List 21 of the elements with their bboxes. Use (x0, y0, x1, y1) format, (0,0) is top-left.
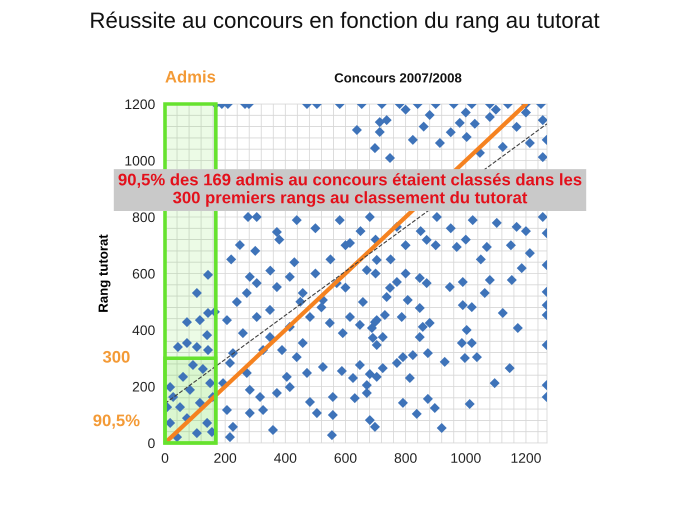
y-tick-label: 800 (132, 212, 155, 222)
annotation: 90,5% (93, 414, 140, 429)
y-tick-label: 1000 (125, 156, 155, 166)
x-tick-label: 800 (394, 453, 417, 463)
x-tick-label: 600 (334, 453, 357, 463)
y-axis-title: Rang tutorat (98, 234, 110, 312)
x-tick-label: 0 (162, 453, 168, 463)
chart-title: Réussite au concours en fonction du rang au tutorat (91, 12, 600, 32)
band-label: Admis (165, 70, 216, 83)
annotation: 90,5% des 169 admis au concours étaient classés dans les 300 premiers rangs au classement du tutorat (118, 173, 582, 207)
x-tick-label: 200 (214, 453, 236, 463)
y-tick-label: 400 (132, 325, 155, 336)
x-tick-label: 1000 (451, 453, 481, 463)
x-tick-label: 400 (274, 453, 296, 463)
band-label: 300 (102, 350, 130, 363)
y-tick-label: 0 (148, 438, 155, 448)
y-tick-label: 200 (132, 382, 155, 392)
x-tick-label: 1200 (512, 453, 541, 463)
y-tick-label: 1200 (125, 99, 155, 110)
y-tick-label: 600 (132, 268, 155, 279)
chart-subtitle: Concours 2007/2008 (334, 72, 462, 83)
